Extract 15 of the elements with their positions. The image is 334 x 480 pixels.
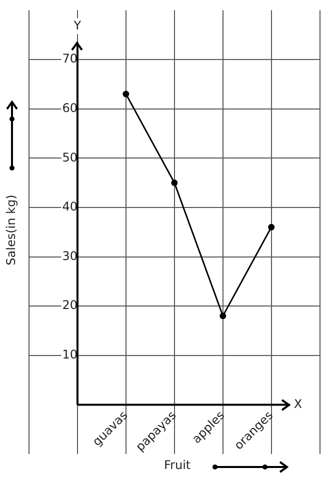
y-tick-label: 50 xyxy=(62,150,78,164)
point xyxy=(171,180,178,186)
y-tick-label: 70 xyxy=(62,52,78,66)
x-axis-title: Fruit xyxy=(164,458,191,472)
y-tick-label: 40 xyxy=(62,200,78,214)
y-tick-label: 10 xyxy=(62,348,78,362)
y-tick-label: 20 xyxy=(62,298,78,312)
annotation: Y xyxy=(72,18,82,32)
y-tick-label: 60 xyxy=(62,100,78,115)
text: X xyxy=(294,396,302,411)
point xyxy=(220,312,226,320)
y-tick-label: 30 xyxy=(62,248,78,263)
point xyxy=(122,90,130,98)
y-axis-title: Sales(in kg) xyxy=(4,194,18,266)
point xyxy=(268,224,275,230)
